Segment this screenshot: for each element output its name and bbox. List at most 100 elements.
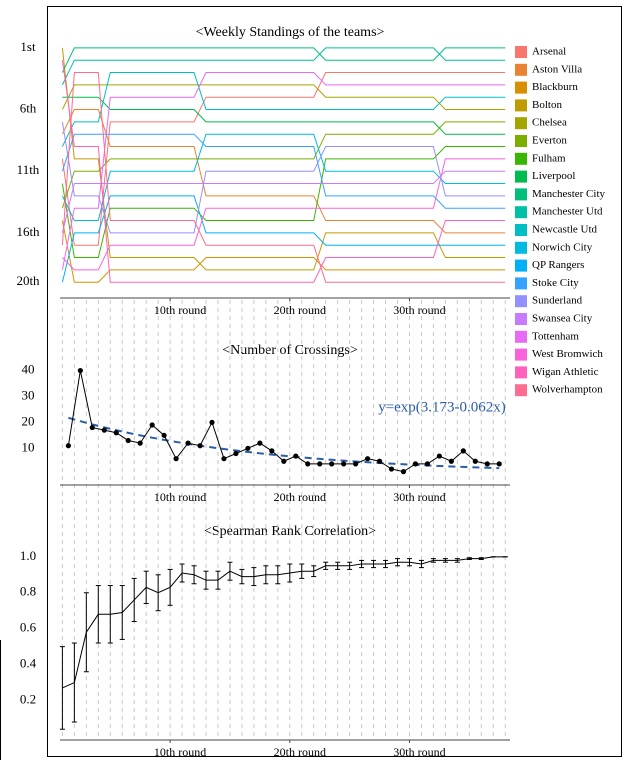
legend-swatch	[515, 46, 527, 58]
legend-label: Chelsea	[532, 117, 567, 129]
x-tick-label: 30th round	[393, 745, 445, 759]
team-line	[61, 146, 506, 259]
legend-swatch	[515, 384, 527, 397]
legend-swatch	[515, 295, 527, 308]
y-tick-label: 40	[22, 362, 35, 377]
crossing-point	[221, 456, 227, 462]
y-tick-label: 0.4	[20, 656, 37, 671]
legend-swatch	[515, 117, 527, 130]
legend-label: Blackburn	[532, 81, 578, 93]
legend-swatch	[515, 241, 527, 254]
legend-swatch	[515, 259, 527, 272]
team-line	[61, 121, 506, 209]
crossing-point	[293, 453, 299, 459]
team-line	[61, 121, 506, 234]
x-tick-label: 20th round	[274, 303, 326, 317]
x-tick-label: 10th round	[154, 490, 206, 504]
crossing-point	[496, 461, 502, 467]
legend-label: QP Rangers	[532, 259, 584, 271]
legend-label: Swansea City	[532, 313, 593, 325]
legend-swatch	[515, 99, 527, 112]
team-line	[61, 47, 506, 73]
y-tick-label: 0.2	[20, 691, 36, 706]
crossing-point	[245, 445, 251, 451]
legend-label: Aston Villa	[532, 63, 582, 75]
crossing-point	[436, 453, 442, 459]
legend-swatch	[515, 366, 527, 379]
team-line	[62, 158, 506, 271]
spearman-title: <Spearman Rank Correlation>	[204, 524, 376, 539]
legend-swatch	[515, 170, 527, 183]
x-tick-label: 20th round	[274, 490, 326, 504]
crossing-point	[329, 461, 335, 467]
team-line	[61, 133, 506, 222]
legend-swatch	[515, 206, 527, 219]
crossing-point	[388, 466, 395, 472]
legend-label: Sunderland	[532, 295, 583, 307]
team-line	[61, 72, 506, 270]
crossing-point	[173, 456, 179, 462]
legend-swatch	[515, 81, 527, 94]
crossing-point	[101, 427, 107, 433]
crossing-point	[269, 448, 275, 454]
team-line	[61, 60, 506, 283]
y-tick-label: 6th	[20, 101, 37, 116]
legend-label: Tottenham	[532, 330, 579, 342]
crossing-point	[400, 469, 407, 475]
crossing-point	[484, 461, 490, 467]
team-line	[61, 109, 506, 234]
x-tick-label: 10th round	[154, 303, 206, 317]
legend-label: Newcastle Utd	[532, 224, 598, 236]
crossing-point	[281, 458, 287, 464]
crossing-point	[77, 367, 83, 374]
x-tick-label: 10th round	[154, 745, 206, 759]
y-tick-label: 10	[22, 439, 35, 454]
y-tick-label: 0.6	[20, 620, 37, 635]
y-tick-label: 0.8	[20, 584, 36, 599]
crossing-point	[341, 461, 347, 467]
crossing-point	[305, 461, 311, 467]
legend-label: Wigan Athletic	[532, 366, 599, 378]
y-tick-label: 30	[22, 387, 35, 402]
frame	[47, 6, 622, 757]
crossing-point	[113, 430, 119, 436]
y-tick-label: 20	[22, 413, 35, 428]
team-line	[61, 72, 506, 246]
legend-label: Manchester City	[532, 188, 606, 200]
team-line	[61, 170, 506, 233]
legend-label: Liverpool	[532, 170, 575, 182]
legend-label: Bolton	[532, 99, 562, 111]
crossing-point	[376, 458, 383, 464]
crossing-point	[460, 448, 466, 454]
legend-swatch	[515, 330, 527, 343]
x-tick-label: 30th round	[393, 303, 445, 317]
legend-label: Everton	[532, 135, 567, 147]
legend-label: Fulham	[532, 152, 566, 164]
crossing-point	[233, 450, 239, 457]
legend-swatch	[515, 152, 527, 165]
y-tick-label: 1st	[20, 39, 36, 54]
team-line	[61, 47, 506, 271]
legend-swatch	[515, 188, 527, 201]
y-tick-label: 11th	[17, 162, 40, 177]
legend-swatch	[515, 135, 527, 147]
legend-swatch	[515, 348, 527, 361]
legend-label: Manchester Utd	[532, 206, 603, 218]
legend-label: Stoke City	[532, 277, 579, 289]
crossing-point	[209, 419, 215, 425]
legend-swatch	[515, 63, 527, 76]
crossing-point	[364, 456, 371, 462]
team-line	[62, 96, 506, 135]
x-tick-label: 30th round	[393, 490, 445, 504]
y-tick-label: 20th	[16, 273, 40, 288]
team-line	[61, 72, 506, 147]
crossing-point	[448, 458, 454, 464]
team-line	[61, 195, 506, 283]
team-line	[61, 220, 506, 283]
crossing-point	[137, 440, 143, 446]
crossing-point	[149, 422, 155, 428]
spearman-line	[62, 556, 506, 689]
legend-swatch	[515, 313, 527, 325]
crossing-point	[353, 461, 359, 467]
crossing-point	[412, 461, 419, 467]
